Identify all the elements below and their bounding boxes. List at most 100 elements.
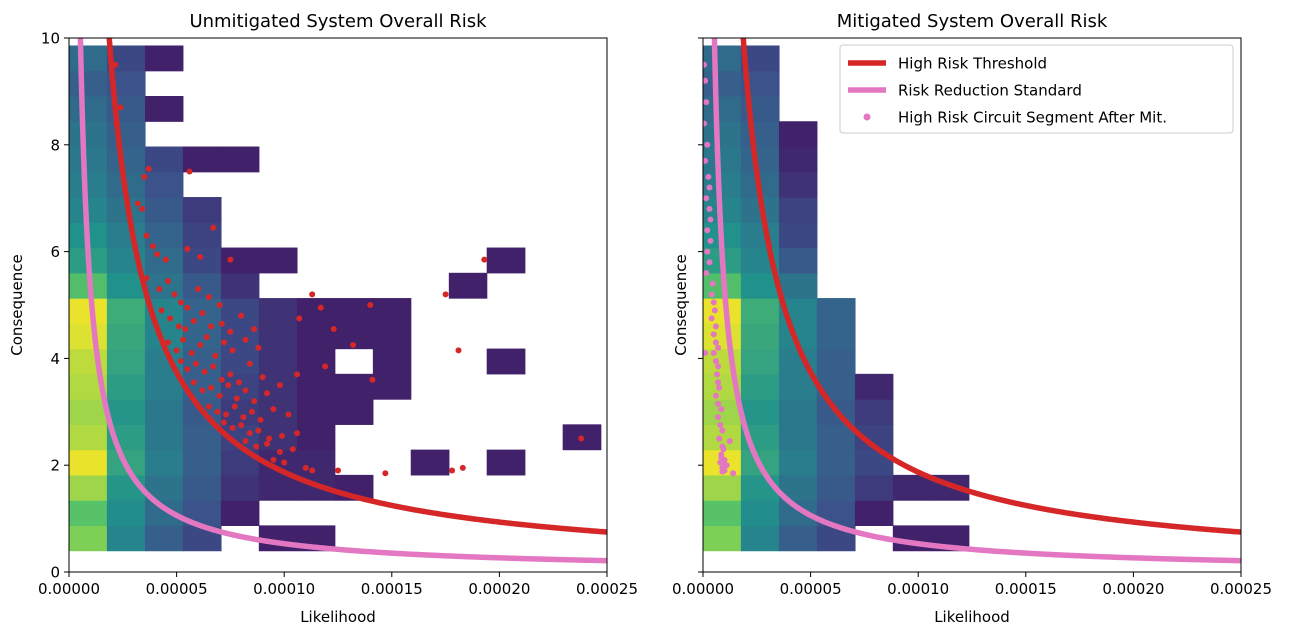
left-scatter-point — [220, 339, 227, 346]
left-heatmap-cell — [182, 146, 222, 173]
right-chart-title: Mitigated System Overall Risk — [837, 11, 1108, 32]
right-scatter-point — [703, 269, 710, 276]
left-heatmap-cell — [448, 272, 488, 299]
left-scatter-point — [175, 323, 182, 330]
right-heatmap-cell — [778, 222, 818, 249]
right-scatter-point — [712, 339, 719, 346]
right-scatter-point — [712, 392, 719, 399]
left-scatter-point — [270, 406, 277, 413]
left-scatter-point — [330, 326, 337, 333]
left-scatter-point — [192, 360, 199, 367]
left-heatmap-cell — [144, 449, 184, 476]
left-scatter-point — [231, 403, 238, 410]
left-heatmap-cell — [69, 171, 108, 198]
left-heatmap-cell — [486, 449, 526, 476]
right-heatmap-cell — [703, 323, 742, 350]
right-heatmap-cell — [778, 197, 818, 223]
right-scatter-point — [706, 184, 713, 191]
left-scatter-point — [322, 363, 329, 370]
left-scatter-point — [225, 382, 232, 389]
left-scatter-point — [233, 395, 240, 402]
left-heatmap-cell — [106, 222, 146, 249]
right-scatter-point — [711, 307, 718, 314]
left-scatter-point — [255, 344, 262, 351]
left-scatter-point — [208, 323, 215, 330]
left-scatter-point — [369, 376, 376, 383]
left-scatter-point — [227, 256, 234, 263]
left-scatter-point — [199, 310, 206, 317]
left-scatter-point — [296, 315, 303, 322]
left-scatter-point — [134, 200, 141, 207]
left-heatmap-cell — [334, 373, 374, 400]
left-scatter-point — [188, 350, 195, 357]
right-scatter-point — [703, 61, 708, 68]
left-heatmap-cell — [106, 500, 146, 526]
left-scatter-point — [236, 379, 243, 386]
left-heatmap-cell — [258, 474, 298, 501]
right-scatter-point — [704, 248, 711, 255]
right-scatter-point — [719, 427, 726, 434]
left-heatmap-cell — [296, 348, 336, 375]
left-scatter-point — [210, 363, 217, 370]
left-scatter-point — [173, 347, 180, 354]
left-scatter-point — [197, 253, 204, 260]
left-heatmap-cell — [106, 373, 146, 400]
right-scatter-point — [710, 299, 717, 306]
right-risk-reduction-standard-curve — [711, 38, 1241, 564]
left-plot-panel: 0.00000 0.00005 0.00010 0.00015 0.00020 0.000… — [8, 11, 638, 626]
left-scatter-point — [246, 360, 253, 367]
left-scatter-point — [229, 347, 236, 354]
right-heatmap-cell — [740, 222, 780, 249]
left-scatter-point — [223, 411, 230, 418]
left-scatter-point — [266, 435, 273, 442]
left-heatmap-cell — [106, 348, 146, 375]
left-scatter-point — [145, 165, 152, 172]
right-heatmap-cell — [816, 474, 856, 501]
left-heatmap-cell — [69, 70, 108, 97]
left-scatter-point — [302, 464, 309, 471]
right-heatmap-cell — [778, 247, 818, 274]
right-heatmap-cell — [816, 348, 856, 375]
left-scatter-point — [214, 408, 221, 415]
left-y-axis-label: Consequence — [8, 254, 26, 355]
legend-box — [839, 44, 1234, 134]
right-heatmap-cell — [778, 424, 818, 451]
left-heatmap-cell — [69, 121, 108, 148]
left-scatter-point — [180, 336, 187, 343]
left-heatmap-cell — [296, 449, 336, 476]
right-y-axis-label: Consequence — [672, 254, 690, 355]
left-scatter-point — [238, 422, 245, 429]
right-scatter-point — [718, 406, 725, 413]
right-scatter-point — [720, 446, 727, 453]
left-risk-reduction-standard-curve — [77, 38, 607, 564]
right-heatmap-cell — [740, 373, 780, 400]
right-scatter-point — [706, 259, 713, 266]
right-heatmap-cell — [740, 399, 780, 425]
right-scatter-point — [713, 371, 720, 378]
left-heatmap-cell — [69, 424, 108, 451]
left-scatter-point — [227, 328, 234, 335]
right-heatmap-cell — [703, 95, 742, 122]
left-heatmap-cell — [296, 373, 336, 400]
left-scatter-point — [154, 251, 161, 258]
left-scatter-point — [112, 61, 119, 68]
left-scatter-point — [199, 387, 206, 394]
right-heatmap-cell — [778, 272, 818, 299]
right-heatmap-cell — [778, 121, 818, 148]
right-heatmap-cell — [703, 298, 742, 324]
left-heatmap-cell — [69, 525, 108, 552]
right-heatmap-cell — [854, 474, 894, 501]
left-scatter-point — [212, 352, 219, 359]
left-scatter-point — [177, 299, 184, 306]
left-heatmap-cell — [296, 323, 336, 350]
left-heatmap-cell — [182, 474, 222, 501]
left-scatter-point — [184, 245, 191, 252]
right-heatmap-cell — [740, 348, 780, 375]
right-scatter-point — [710, 350, 717, 357]
right-scatter-point — [718, 454, 725, 461]
right-heatmap-cell — [740, 525, 780, 552]
left-scatter-point — [242, 438, 249, 445]
left-scatter-point — [186, 168, 193, 175]
left-y-tick-label: 8 — [50, 136, 60, 154]
left-heatmap-cell — [144, 95, 184, 122]
